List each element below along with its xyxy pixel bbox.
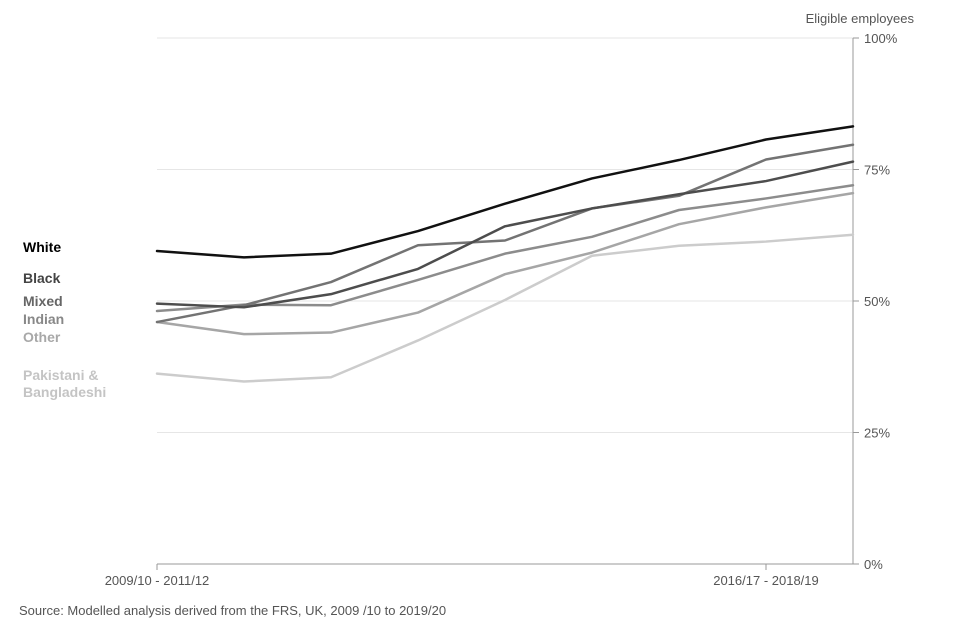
y-tick-label: 25% [864,426,890,441]
series-line-white [155,125,855,259]
series-line-mixed [155,143,855,324]
y-tick-label: 0% [864,557,883,572]
legend-label-indian: Indian [23,311,65,327]
series-line-other [155,191,855,336]
series-line-black [155,160,855,309]
gridlines [157,37,853,433]
x-tick-label: 2009/10 - 2011/12 [105,573,210,588]
y-tick-label: 75% [864,163,890,178]
y-axis-title: Eligible employees [805,11,914,26]
series-line-pakistani-bangladeshi [155,233,855,383]
legend-label-other: Other [23,329,61,345]
legend-label-white: White [23,239,62,255]
source-note: Source: Modelled analysis derived from t… [19,603,447,618]
series-lines [155,125,855,383]
legend-label-pakistani-bangladeshi: Pakistani & Bangladeshi [23,367,107,400]
series-line-indian [155,184,855,313]
y-tick-label: 100% [864,31,898,46]
y-tick-label: 50% [864,294,890,309]
axes: 0% 25% 50% 75% 100% 2009/10 - 2011/12 2016/17 … [105,31,898,588]
x-tick-label: 2016/17 - 2018/19 [713,573,819,588]
legend-label-mixed: Mixed [23,293,63,309]
legend-label-black: Black [23,270,61,286]
